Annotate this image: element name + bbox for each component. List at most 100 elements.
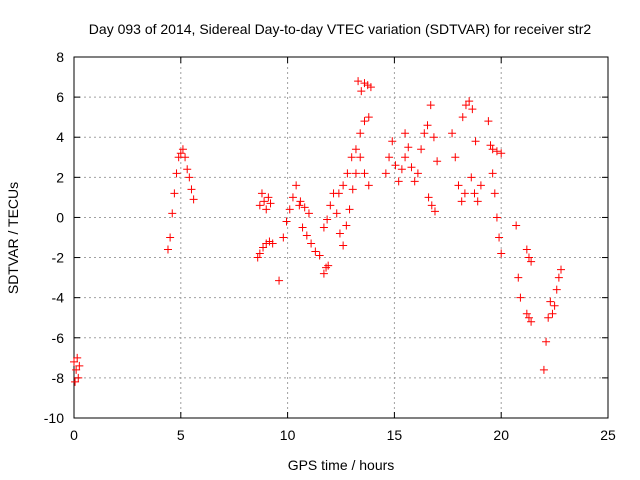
data-point xyxy=(468,105,477,114)
data-point xyxy=(404,143,413,152)
data-point xyxy=(527,317,536,326)
data-point xyxy=(512,221,521,230)
series-seg-e xyxy=(275,276,284,285)
data-point xyxy=(348,185,357,194)
data-point xyxy=(514,273,523,282)
data-point xyxy=(417,145,426,154)
data-point xyxy=(497,249,506,258)
series-seg-v xyxy=(522,245,536,266)
data-point xyxy=(364,113,373,122)
series-seg-o xyxy=(424,193,439,216)
data-point xyxy=(295,201,304,210)
data-point xyxy=(557,265,566,274)
data-point xyxy=(394,177,403,186)
data-point xyxy=(275,276,284,285)
data-point xyxy=(307,239,316,248)
data-point xyxy=(476,181,485,190)
data-point xyxy=(363,81,372,90)
data-point xyxy=(268,239,277,248)
data-point xyxy=(451,153,460,162)
data-point xyxy=(522,309,531,318)
data-point xyxy=(257,189,266,198)
x-tick-label: 20 xyxy=(493,427,509,443)
data-point xyxy=(319,223,328,232)
data-point xyxy=(427,201,436,210)
data-point xyxy=(360,169,369,178)
data-point xyxy=(429,133,438,142)
data-point xyxy=(323,215,332,224)
series-seg-h xyxy=(319,261,333,278)
series-seg-n xyxy=(401,101,442,186)
data-point xyxy=(319,269,328,278)
data-point xyxy=(364,181,373,190)
series-seg-j xyxy=(334,113,373,198)
series-seg-a xyxy=(70,353,84,386)
data-point xyxy=(448,129,457,138)
y-tick-label: 0 xyxy=(56,209,64,225)
data-point xyxy=(322,263,331,272)
data-point xyxy=(279,233,288,242)
data-point xyxy=(265,237,274,246)
data-point xyxy=(391,161,400,170)
data-point xyxy=(550,301,559,310)
y-tick-label: -8 xyxy=(52,370,65,386)
axis-ticks: 0 5 10 15 20 25 -10 -8 -6 -4 -2 0 2 4 6 8 xyxy=(44,49,616,443)
data-point xyxy=(282,217,291,226)
data-point xyxy=(166,233,175,242)
data-point xyxy=(488,145,497,154)
data-point xyxy=(170,189,179,198)
data-point xyxy=(345,205,354,214)
data-point xyxy=(542,337,551,346)
data-point xyxy=(189,195,198,204)
data-point xyxy=(495,233,504,242)
data-point xyxy=(430,207,439,216)
data-points xyxy=(70,77,566,386)
series-seg-t xyxy=(488,145,506,158)
x-tick-label: 15 xyxy=(387,427,403,443)
data-point xyxy=(259,243,268,252)
plot-frame xyxy=(73,56,609,419)
data-point xyxy=(433,157,442,166)
data-point xyxy=(490,189,499,198)
data-point xyxy=(473,197,482,206)
data-point xyxy=(544,313,553,322)
series-seg-k xyxy=(354,77,375,96)
data-point xyxy=(172,169,181,178)
data-point xyxy=(388,137,397,146)
data-point xyxy=(467,173,476,182)
y-tick-label: -10 xyxy=(44,410,64,426)
x-axis-label: GPS time / hours xyxy=(288,457,395,473)
data-point xyxy=(178,145,187,154)
data-point xyxy=(516,293,525,302)
series-seg-r xyxy=(467,173,485,206)
series-seg-x xyxy=(539,265,566,374)
data-point xyxy=(460,189,469,198)
data-point xyxy=(486,141,495,150)
data-point xyxy=(458,113,467,122)
data-point xyxy=(356,129,365,138)
data-point xyxy=(335,229,344,238)
x-tick-label: 0 xyxy=(70,427,78,443)
data-point xyxy=(401,153,410,162)
data-point xyxy=(413,169,422,178)
data-point xyxy=(539,365,548,374)
data-point xyxy=(465,97,474,106)
data-point xyxy=(183,165,192,174)
data-point xyxy=(488,169,497,178)
data-point xyxy=(311,247,320,256)
data-point xyxy=(366,83,375,92)
data-point xyxy=(426,101,435,110)
grid xyxy=(74,57,608,418)
data-point xyxy=(262,205,271,214)
series-seg-p xyxy=(448,129,469,206)
series-seg-s xyxy=(484,117,506,258)
data-point xyxy=(360,79,369,88)
data-point xyxy=(285,205,294,214)
data-point xyxy=(304,209,313,218)
data-point xyxy=(339,181,348,190)
data-point xyxy=(332,209,341,218)
data-point xyxy=(360,117,369,126)
data-point xyxy=(288,193,297,202)
data-point xyxy=(470,189,479,198)
data-point xyxy=(296,197,305,206)
